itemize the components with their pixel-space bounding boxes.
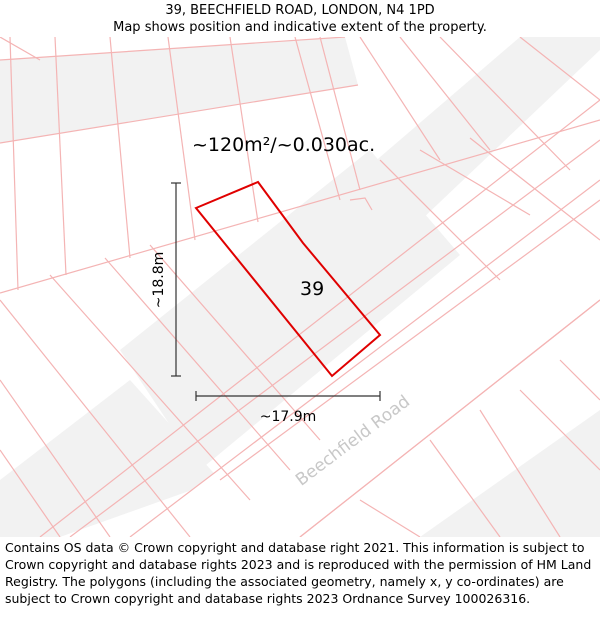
copyright-notice: Contains OS data © Crown copyright and d… bbox=[5, 540, 592, 606]
property-address: 39, BEECHFIELD ROAD, LONDON, N4 1PD bbox=[165, 3, 435, 18]
parcel-lines bbox=[0, 37, 600, 537]
area-label: ~120m²/~0.030ac. bbox=[192, 134, 375, 156]
height-dimension-label: ~18.8m bbox=[151, 252, 167, 309]
property-map[interactable]: ~120m²/~0.030ac. 39 ~18.8m ~17.9m Beechf… bbox=[0, 37, 600, 537]
height-dimension-line bbox=[171, 182, 181, 377]
building-top-left bbox=[0, 37, 358, 143]
width-dimension-line bbox=[195, 391, 381, 401]
building-blocks bbox=[0, 37, 600, 537]
map-subtitle: Map shows position and indicative extent… bbox=[113, 20, 487, 35]
building-terrace-south bbox=[0, 380, 220, 537]
building-south-right bbox=[420, 410, 600, 537]
map-header: 39, BEECHFIELD ROAD, LONDON, N4 1PD Map … bbox=[0, 0, 600, 39]
plot-number-label: 39 bbox=[300, 278, 324, 300]
width-dimension-label: ~17.9m bbox=[260, 409, 317, 425]
building-terrace-middle bbox=[120, 150, 460, 470]
property-boundary[interactable] bbox=[194, 180, 382, 378]
